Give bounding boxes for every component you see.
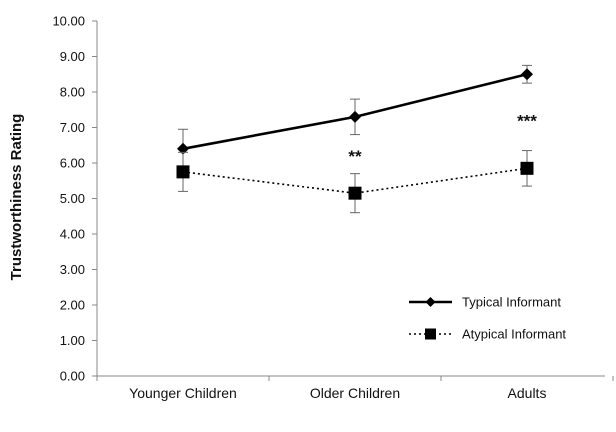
annotations: *****	[348, 111, 537, 165]
legend-item: Typical Informant	[409, 295, 561, 310]
legend-item: Atypical Informant	[409, 327, 566, 342]
data-point-square	[348, 186, 362, 200]
legend-marker-square	[425, 328, 436, 340]
x-tick-label: Younger Children	[129, 385, 237, 401]
y-axis-title: Trustworthiness Rating	[8, 114, 25, 281]
data-point-diamond	[349, 110, 361, 123]
y-tick-label: 6.00	[60, 156, 85, 171]
x-ticks: Younger Children Older Children Adults	[96, 376, 614, 401]
x-tick-label: Adults	[508, 385, 547, 401]
y-tick-label: 4.00	[60, 227, 85, 242]
data-point-diamond	[177, 142, 189, 155]
data-point-diamond	[521, 68, 533, 81]
y-ticks: 0.00 1.00 2.00 3.00 4.00 5.00 6.00 7.00 8.00 9.00…	[52, 14, 97, 384]
x-tick-label: Older Children	[310, 385, 400, 401]
significance-marker: ***	[517, 111, 537, 130]
series-atypical-informant	[176, 150, 534, 214]
series	[176, 64, 534, 214]
data-point-square	[176, 165, 190, 179]
y-tick-label: 7.00	[60, 120, 85, 135]
legend-label: Typical Informant	[462, 295, 561, 310]
y-tick-label: 9.00	[60, 49, 85, 64]
legend: Typical Informant Atypical Informant	[409, 295, 566, 342]
y-tick-label: 10.00	[52, 14, 85, 29]
series-typical-informant	[177, 64, 533, 169]
y-tick-label: 5.00	[60, 191, 85, 206]
y-tick-label: 1.00	[60, 333, 85, 348]
y-tick-label: 3.00	[60, 262, 85, 277]
significance-marker: **	[348, 147, 362, 166]
y-tick-label: 2.00	[60, 298, 85, 313]
data-point-square	[520, 161, 534, 175]
y-tick-label: 8.00	[60, 85, 85, 100]
legend-label: Atypical Informant	[462, 327, 566, 342]
y-tick-label: 0.00	[60, 369, 85, 384]
legend-marker-diamond	[425, 297, 436, 307]
